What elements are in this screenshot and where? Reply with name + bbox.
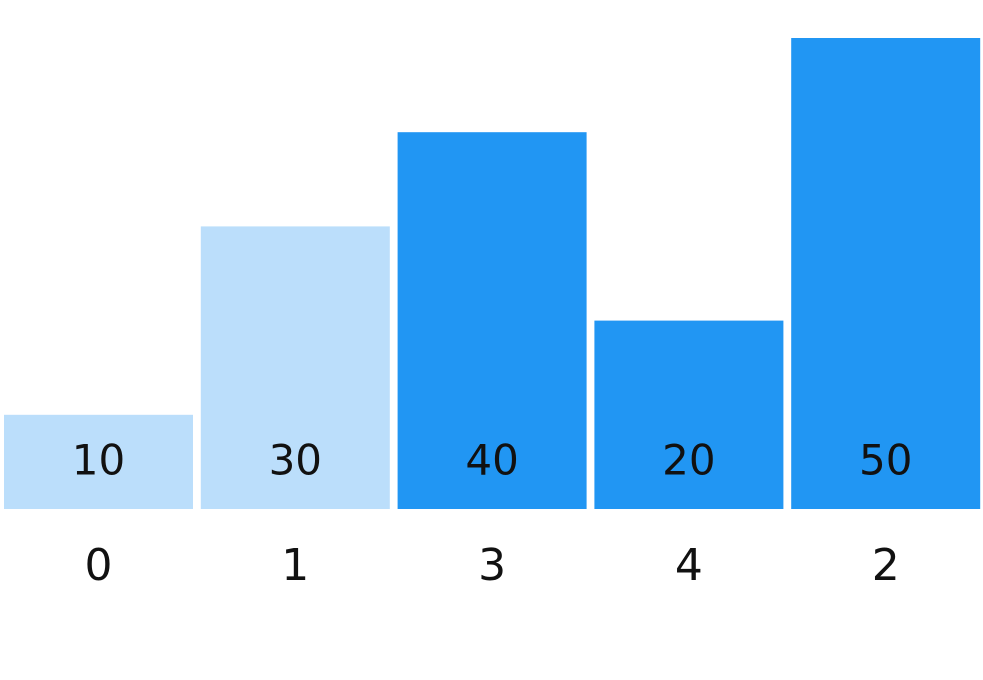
bar-value-label-4: 50	[859, 436, 912, 485]
bar-2	[397, 132, 587, 509]
category-label-0: 0	[85, 540, 113, 591]
bar-3	[594, 320, 784, 509]
category-label-2: 3	[478, 540, 506, 591]
bar-value-label-1: 30	[269, 436, 322, 485]
bar-value-label-2: 40	[465, 436, 518, 485]
bar-0	[4, 414, 193, 509]
category-label-4: 2	[872, 540, 900, 591]
bar-4	[791, 38, 981, 509]
bar-value-label-0: 10	[72, 436, 125, 485]
bars-group	[4, 38, 981, 509]
value-labels-group: 10 30 40 20 50	[72, 436, 913, 485]
bar-1	[200, 226, 390, 509]
category-labels-group: 0 1 3 4 2	[85, 540, 900, 591]
category-label-3: 4	[675, 540, 703, 591]
category-label-1: 1	[281, 540, 309, 591]
bar-value-label-3: 20	[662, 436, 715, 485]
